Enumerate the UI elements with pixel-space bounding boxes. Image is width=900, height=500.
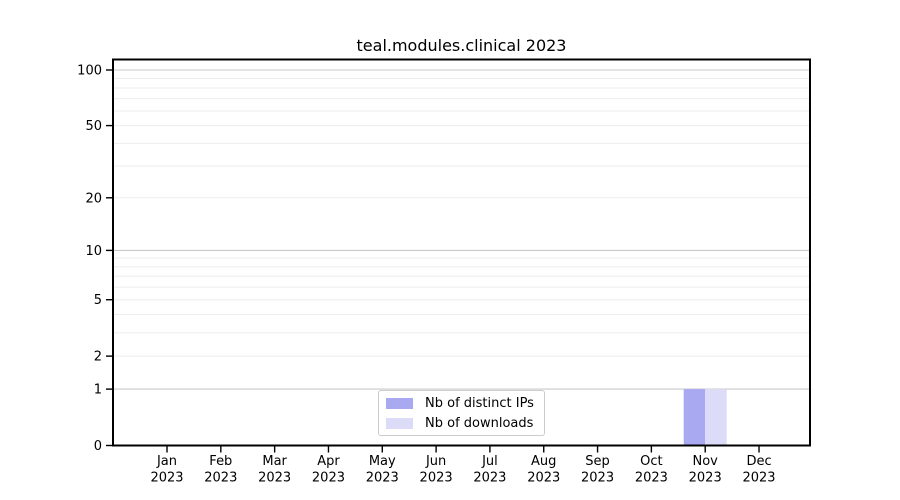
x-tick-label-month: Jul — [481, 454, 498, 469]
x-tick-label-month: Oct — [640, 454, 662, 469]
x-axis: Jan 2023 Feb 2023 Mar 2023 Apr 2023 May 2023 Jun 20… — [150, 446, 776, 486]
bars — [683, 389, 727, 446]
x-tick-label-year: 2023 — [742, 471, 775, 486]
x-tick-label-month: Mar — [262, 454, 287, 469]
x-tick-label-year: 2023 — [312, 471, 345, 486]
y-tick-label: 2 — [94, 350, 102, 365]
legend-label-downloads: Nb of downloads — [425, 415, 534, 431]
x-tick-label-year: 2023 — [150, 471, 183, 486]
x-tick-label-year: 2023 — [689, 471, 722, 486]
x-tick-label-month: Dec — [746, 454, 771, 469]
bar-nov-2023-nb-of-downloads — [705, 389, 727, 446]
y-tick-label: 1 — [94, 383, 102, 398]
x-tick-label-month: Jun — [425, 454, 446, 469]
legend-item-distinct-ips: Nb of distinct IPs — [386, 395, 544, 412]
y-tick-label: 50 — [85, 119, 102, 134]
legend-label-distinct-ips: Nb of distinct IPs — [425, 395, 534, 411]
legend-swatch-distinct-ips — [386, 397, 413, 409]
x-tick-label-month: Nov — [693, 454, 719, 469]
x-tick-label-month: Jan — [156, 454, 177, 469]
y-tick-label: 10 — [85, 244, 102, 259]
x-tick-label-year: 2023 — [527, 471, 560, 486]
minor-gridlines — [113, 77, 810, 357]
x-tick-label-year: 2023 — [258, 471, 291, 486]
plot-border — [112, 58, 811, 447]
x-tick-label-month: Sep — [585, 454, 610, 469]
y-tick-label: 5 — [94, 293, 102, 308]
x-tick-label-month: Feb — [209, 454, 232, 469]
major-gridlines — [113, 69, 810, 390]
x-tick-label-month: Aug — [531, 454, 556, 469]
x-tick-label-year: 2023 — [635, 471, 668, 486]
chart-title: teal.modules.clinical 2023 — [356, 36, 567, 55]
legend-swatch-downloads — [386, 417, 413, 429]
bar-nov-2023-nb-of-distinct-ips — [683, 389, 706, 446]
y-tick-label: 100 — [77, 64, 102, 79]
legend: Nb of distinct IPs Nb of downloads — [378, 390, 545, 436]
legend-item-downloads: Nb of downloads — [386, 415, 544, 432]
x-tick-label-month: May — [369, 454, 396, 469]
y-tick-label: 20 — [85, 191, 102, 206]
x-tick-label-month: Apr — [317, 454, 340, 469]
x-tick-label-year: 2023 — [420, 471, 453, 486]
x-tick-label-year: 2023 — [204, 471, 237, 486]
x-tick-label-year: 2023 — [473, 471, 506, 486]
x-tick-label-year: 2023 — [581, 471, 614, 486]
y-axis: 0 1 2 5 10 20 50 100 — [77, 64, 112, 454]
y-tick-label: 0 — [94, 439, 102, 454]
x-tick-label-year: 2023 — [366, 471, 399, 486]
